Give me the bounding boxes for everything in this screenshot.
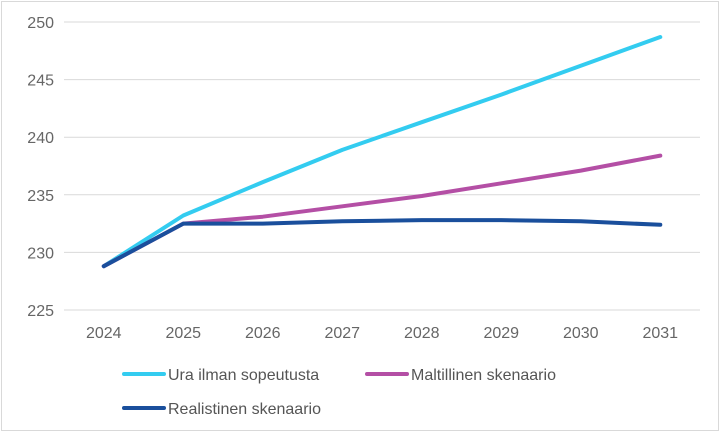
legend-item: Ura ilman sopeutusta: [122, 367, 319, 384]
x-tick-label: 2029: [483, 325, 519, 342]
x-tick-label: 2024: [86, 325, 122, 342]
y-tick-label: 250: [27, 15, 54, 32]
y-tick-label: 225: [27, 303, 54, 320]
series-lines: [101, 35, 663, 269]
legend-item: Realistinen skenaario: [122, 401, 321, 418]
y-tick-label: 245: [27, 73, 54, 90]
legend-item: Maltillinen skenaario: [365, 367, 556, 384]
series-line-2: [101, 153, 663, 269]
legend-label: Realistinen skenaario: [168, 401, 321, 418]
x-tick-label: 2030: [563, 325, 599, 342]
x-tick-label: 2027: [324, 325, 360, 342]
gridlines: [64, 21, 700, 311]
y-tick-label: 230: [27, 245, 54, 262]
series-line-3: [101, 218, 663, 269]
x-tick-label: 2031: [642, 325, 678, 342]
y-axis-ticks: 225 230 235 240 245 250: [27, 15, 54, 320]
x-tick-label: 2026: [245, 325, 281, 342]
x-tick-label: 2028: [404, 325, 440, 342]
legend: Ura ilman sopeutusta Maltillinen skenaari…: [122, 367, 556, 418]
legend-label: Maltillinen skenaario: [411, 367, 556, 384]
x-tick-label: 2025: [165, 325, 201, 342]
series-line-1: [101, 35, 663, 269]
legend-label: Ura ilman sopeutusta: [168, 367, 319, 384]
y-tick-label: 240: [27, 130, 54, 147]
y-tick-label: 235: [27, 188, 54, 205]
x-axis-ticks: 2024 2025 2026 2027 2028 2029 2030 2031: [86, 325, 678, 342]
